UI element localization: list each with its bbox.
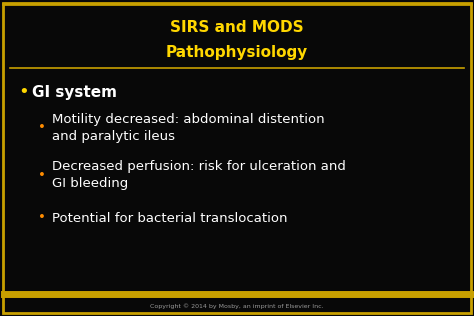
Text: •: • bbox=[38, 211, 46, 224]
Text: GI system: GI system bbox=[32, 84, 117, 100]
Text: Motility decreased: abdominal distention
and paralytic ileus: Motility decreased: abdominal distention… bbox=[52, 113, 325, 143]
Text: •: • bbox=[18, 83, 29, 101]
Text: •: • bbox=[38, 168, 46, 181]
Text: •: • bbox=[38, 121, 46, 135]
Text: Potential for bacterial translocation: Potential for bacterial translocation bbox=[52, 211, 288, 224]
Text: Pathophysiology: Pathophysiology bbox=[166, 45, 308, 59]
Text: Decreased perfusion: risk for ulceration and
GI bleeding: Decreased perfusion: risk for ulceration… bbox=[52, 160, 346, 190]
Text: Copyright © 2014 by Mosby, an imprint of Elsevier Inc.: Copyright © 2014 by Mosby, an imprint of… bbox=[150, 303, 324, 309]
Text: SIRS and MODS: SIRS and MODS bbox=[170, 21, 304, 35]
